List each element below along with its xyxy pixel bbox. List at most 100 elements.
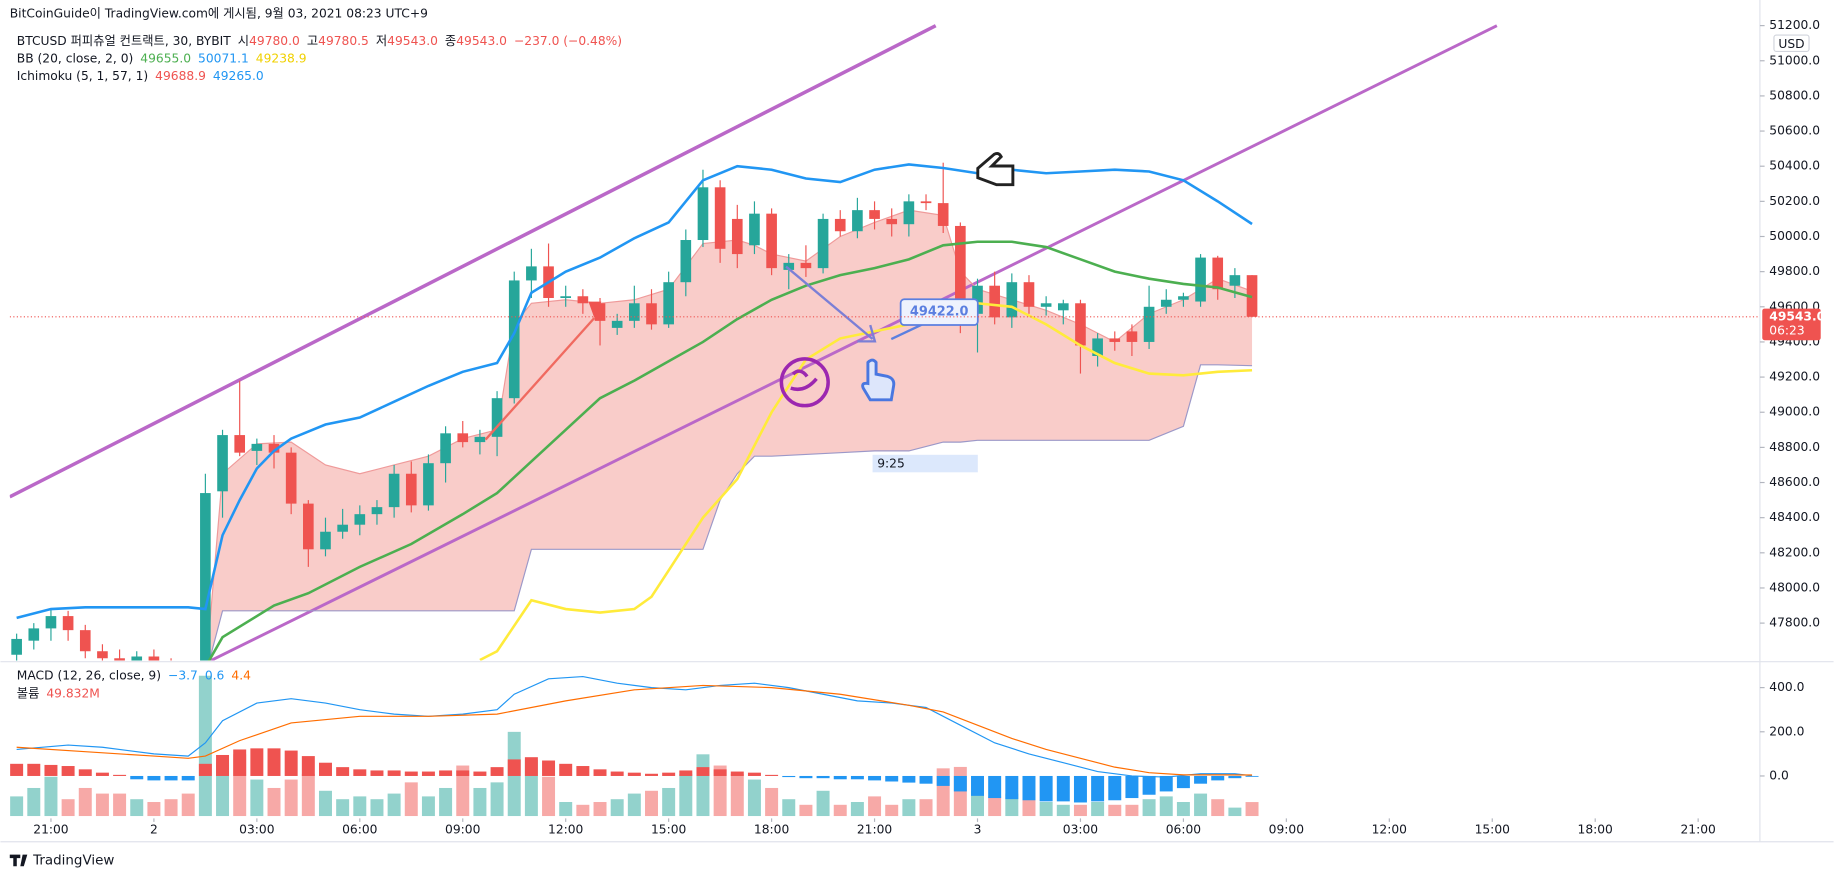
candle-body bbox=[852, 210, 863, 232]
candle-body bbox=[955, 225, 966, 307]
macd-histogram bbox=[1159, 775, 1173, 792]
indicator-name: 볼륨 bbox=[17, 686, 40, 700]
volume-bar bbox=[216, 762, 230, 817]
x-tick-label: 21:00 bbox=[857, 823, 892, 837]
indicator-line bbox=[16, 675, 1253, 778]
arrow-head bbox=[857, 324, 877, 343]
time-box bbox=[872, 454, 978, 473]
macd-histogram bbox=[387, 770, 401, 776]
volume-bar bbox=[1022, 799, 1036, 817]
volume-bar bbox=[730, 773, 744, 817]
volume-bar bbox=[627, 793, 641, 817]
volume-legend: 볼륨 49.832M bbox=[17, 686, 100, 700]
candle-body bbox=[611, 320, 623, 328]
volume-bar bbox=[559, 802, 573, 817]
volume-bar bbox=[1194, 793, 1208, 817]
volume-bar bbox=[850, 802, 864, 817]
emoji-icon bbox=[790, 369, 818, 392]
candle-body bbox=[423, 463, 434, 506]
candle-body bbox=[989, 285, 1000, 318]
last-price-label: 49543.0 bbox=[1769, 309, 1825, 323]
macd-histogram bbox=[284, 750, 298, 776]
macd-histogram bbox=[336, 767, 350, 776]
candle-body bbox=[1126, 331, 1138, 342]
volume-bar bbox=[1073, 804, 1087, 817]
volume-bar bbox=[1245, 802, 1259, 817]
macd-histogram bbox=[679, 770, 693, 776]
arrow bbox=[484, 317, 596, 441]
y-tick-label: 48000.0 bbox=[1769, 580, 1820, 594]
candle-body bbox=[1040, 303, 1052, 307]
x-tick-label: 18:00 bbox=[754, 823, 789, 837]
volume-bar bbox=[833, 804, 847, 817]
y-tick-label: 50600.0 bbox=[1769, 124, 1820, 138]
candle-body bbox=[1212, 257, 1224, 290]
y-tick-label: 48200.0 bbox=[1769, 545, 1820, 559]
footer-brand: TradingView bbox=[32, 853, 114, 868]
candle-body bbox=[1143, 306, 1155, 342]
indicator-line bbox=[207, 240, 1253, 661]
x-tick-label: 12:00 bbox=[548, 823, 583, 837]
candle-body bbox=[646, 303, 657, 325]
x-tick-label: 2 bbox=[150, 823, 158, 837]
y-tick-label: 51200.0 bbox=[1769, 18, 1820, 32]
arrow-head bbox=[588, 301, 602, 318]
macd-histogram bbox=[696, 767, 710, 776]
candle-body bbox=[1229, 275, 1241, 286]
volume-bar bbox=[662, 787, 676, 817]
y-tick-label: 50000.0 bbox=[1769, 229, 1820, 243]
volume-bar bbox=[439, 787, 453, 817]
indicator-line bbox=[479, 301, 1253, 661]
macd-histogram bbox=[885, 775, 899, 782]
volume-bar bbox=[1056, 804, 1070, 817]
candle-body bbox=[1109, 338, 1121, 342]
y-tick-label: 49000.0 bbox=[1769, 405, 1820, 419]
candle-body bbox=[97, 651, 108, 659]
volume-bar bbox=[370, 799, 384, 817]
change: −237.0 (−0.48%) bbox=[514, 33, 622, 47]
macd-histogram bbox=[1073, 775, 1087, 803]
candle-body bbox=[1023, 282, 1035, 307]
y-tick-label: 48400.0 bbox=[1769, 510, 1820, 524]
volume-bar bbox=[799, 804, 813, 817]
candle-body bbox=[800, 262, 812, 269]
candle-body bbox=[131, 656, 143, 661]
candle-body bbox=[577, 296, 589, 304]
macd-pane bbox=[10, 675, 1259, 817]
symbol-legend: BTCUSD 퍼피츄얼 컨트랙트, 30, BYBIT 시49780.0 고4978… bbox=[17, 33, 622, 47]
last-price-box bbox=[1762, 308, 1821, 341]
volume-bar bbox=[61, 799, 75, 817]
emoji-icon bbox=[779, 357, 830, 408]
candle-body bbox=[714, 187, 726, 249]
countdown-label: 06:23 bbox=[1769, 323, 1804, 337]
y-tick-label: 400.0 bbox=[1769, 680, 1804, 694]
ohlc-label: 저 bbox=[376, 33, 387, 47]
macd-histogram bbox=[1056, 775, 1070, 802]
candle-body bbox=[749, 213, 760, 246]
drawings: 49422.0 9:25 bbox=[484, 152, 1015, 473]
candle-body bbox=[1160, 299, 1172, 307]
candle-body bbox=[79, 630, 91, 652]
volume-bar bbox=[318, 790, 332, 817]
volume-bar bbox=[10, 796, 24, 817]
publish-info: BitCoinGuide이 TradingView.com에 게시됨, 9월 0… bbox=[10, 7, 428, 21]
macd-histogram bbox=[301, 756, 315, 776]
y-tick-label: 48600.0 bbox=[1769, 475, 1820, 489]
macd-histogram bbox=[1194, 775, 1208, 784]
candle-body bbox=[251, 443, 263, 451]
candle-body bbox=[28, 628, 40, 641]
indicator-value: 49238.9 bbox=[256, 51, 307, 65]
candle-body bbox=[148, 656, 160, 661]
volume-bar bbox=[113, 793, 127, 817]
indicator-value: 50071.1 bbox=[198, 51, 249, 65]
volume-bar bbox=[679, 773, 693, 817]
volume-bar bbox=[164, 799, 178, 817]
volume-bar bbox=[953, 766, 967, 817]
volume-bar bbox=[696, 754, 710, 817]
callout-label: 49422.0 bbox=[910, 305, 969, 320]
candle-body bbox=[285, 452, 297, 504]
indicator-name: BB (20, close, 2, 0) bbox=[17, 51, 133, 65]
candle-body bbox=[405, 473, 417, 506]
y-tick-label: 49200.0 bbox=[1769, 370, 1820, 384]
